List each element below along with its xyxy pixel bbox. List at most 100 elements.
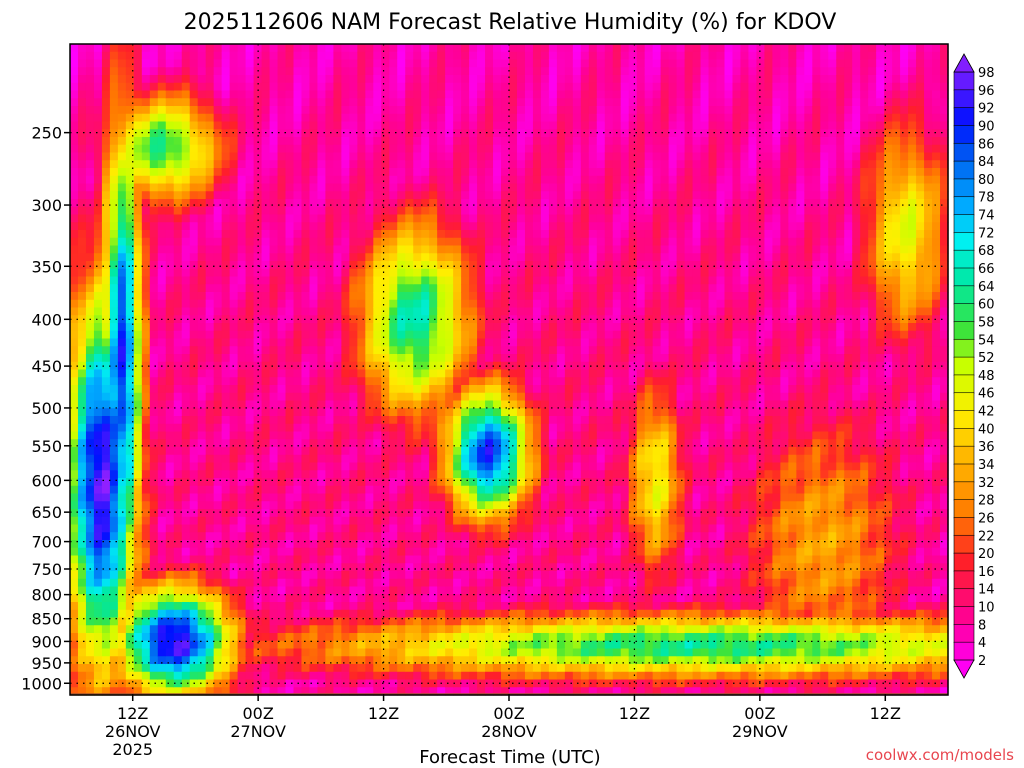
rh-cell: [221, 292, 231, 301]
rh-cell: [309, 75, 319, 84]
rh-cell: [141, 183, 151, 192]
rh-cell: [277, 292, 287, 301]
rh-cell: [133, 168, 143, 177]
rh-cell: [317, 524, 327, 533]
rh-cell: [317, 199, 327, 208]
rh-cell: [85, 330, 95, 340]
rh-cell: [485, 640, 494, 650]
rh-cell: [524, 121, 534, 130]
rh-cell: [189, 532, 199, 541]
rh-cell: [405, 284, 414, 293]
rh-cell: [237, 447, 247, 456]
rh-cell: [405, 664, 414, 673]
rh-cell: [461, 307, 470, 316]
rh-cell: [269, 315, 279, 324]
rh-cell: [157, 633, 167, 642]
rh-cell: [317, 594, 327, 603]
rh-cell: [285, 656, 295, 665]
rh-cell: [285, 532, 295, 541]
rh-cell: [469, 292, 478, 301]
rh-cell: [261, 299, 271, 309]
rh-cell: [205, 617, 215, 626]
rh-cell: [93, 323, 103, 332]
rh-cell: [381, 199, 390, 208]
rh-cell: [293, 431, 303, 440]
rh-cell: [245, 509, 255, 518]
rh-cell: [125, 75, 135, 84]
rh-cell: [293, 509, 303, 518]
rh-cell: [445, 354, 454, 363]
rh-cell: [269, 571, 279, 580]
rh-cell: [501, 664, 510, 673]
rh-cell: [532, 75, 542, 84]
rh-cell: [301, 315, 311, 324]
rh-cell: [85, 292, 95, 301]
rh-cell: [133, 44, 143, 53]
rh-cell: [293, 168, 303, 177]
rh-cell: [101, 261, 111, 270]
rh-cell: [77, 609, 87, 619]
rh-cell: [205, 509, 215, 518]
rh-cell: [493, 377, 502, 386]
rh-cell: [117, 137, 127, 146]
rh-cell: [277, 330, 287, 340]
rh-cell: [125, 454, 135, 464]
rh-cell: [453, 284, 462, 293]
rh-cell: [109, 594, 119, 603]
rh-cell: [532, 90, 542, 99]
rh-cell: [189, 578, 199, 588]
rh-cell: [173, 315, 183, 324]
rh-cell: [301, 594, 311, 603]
rh-cell: [229, 671, 239, 681]
rh-cell: [421, 299, 430, 309]
rh-cell: [333, 230, 342, 239]
rh-cell: [253, 648, 263, 657]
rh-cell: [333, 547, 342, 557]
rh-cell: [133, 571, 143, 580]
rh-cell: [453, 555, 462, 564]
rh-cell: [245, 113, 255, 123]
rh-cell: [524, 206, 534, 216]
rh-cell: [333, 98, 342, 107]
rh-cell: [141, 253, 151, 262]
rh-cell: [501, 470, 510, 479]
rh-cell: [509, 323, 518, 332]
rh-cell: [301, 183, 311, 192]
rh-cell: [421, 330, 430, 340]
rh-cell: [477, 423, 486, 433]
rh-cell: [293, 671, 303, 681]
rh-cell: [221, 113, 231, 123]
rh-cell: [213, 640, 223, 650]
rh-cell: [157, 230, 167, 239]
rh-cell: [93, 586, 103, 595]
rh-cell: [277, 214, 287, 223]
rh-cell: [293, 602, 303, 611]
rh-cell: [357, 617, 366, 626]
rh-cell: [189, 687, 199, 696]
rh-cell: [453, 44, 462, 53]
rh-cell: [365, 493, 374, 502]
rh-cell: [405, 377, 414, 386]
rh-cell: [397, 462, 406, 471]
rh-cell: [125, 299, 135, 309]
rh-cell: [221, 268, 231, 278]
rh-cell: [501, 423, 510, 433]
rh-cell: [469, 547, 478, 557]
rh-cell: [501, 268, 510, 278]
rh-cell: [445, 261, 454, 270]
rh-cell: [333, 284, 342, 293]
rh-cell: [77, 423, 87, 433]
rh-cell: [301, 369, 311, 378]
rh-cell: [357, 214, 366, 223]
rh-cell: [70, 307, 79, 316]
rh-cell: [181, 656, 191, 665]
rh-cell: [381, 330, 390, 340]
rh-cell: [261, 501, 271, 510]
rh-cell: [165, 408, 175, 417]
rh-cell: [317, 191, 327, 200]
rh-cell: [181, 346, 191, 355]
rh-cell: [333, 555, 342, 564]
rh-cell: [365, 354, 374, 363]
rh-cell: [349, 106, 358, 115]
rh-cell: [93, 346, 103, 355]
